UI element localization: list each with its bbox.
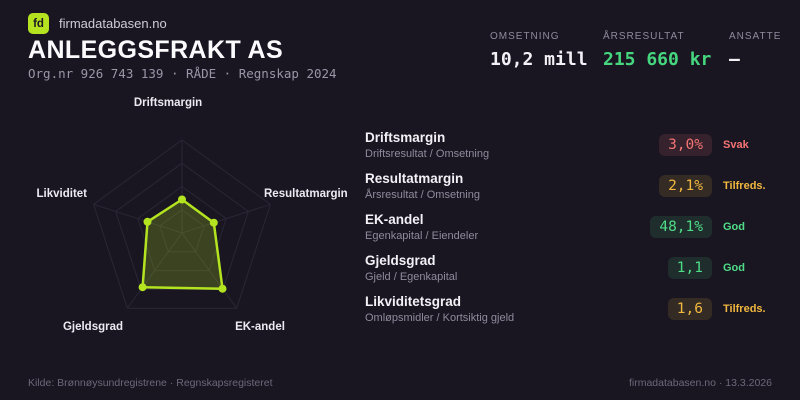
key-stats: OMSETNING 10,2 mill ÅRSRESULTAT 215 660 … bbox=[490, 31, 781, 70]
radar-data-polygon bbox=[141, 198, 224, 290]
radar-data-point bbox=[138, 283, 147, 292]
radar-spoke bbox=[93, 203, 183, 234]
metric-row-resultatmargin: Resultatmargin Årsresultat / Omsetning 2… bbox=[365, 171, 779, 201]
metrics-list: Driftsmargin Driftsresultat / Omsetning … bbox=[365, 130, 779, 324]
metric-value-badge: 48,1% bbox=[650, 216, 712, 238]
stat-value: – bbox=[729, 49, 740, 70]
metric-name: Resultatmargin bbox=[365, 171, 464, 186]
radar-data-point bbox=[209, 218, 218, 227]
brand-link[interactable]: fd firmadatabasen.no bbox=[28, 13, 167, 34]
metric-value-badge: 2,1% bbox=[659, 175, 712, 197]
radar-grid-ring bbox=[137, 185, 227, 272]
metric-name: Gjeldsgrad bbox=[365, 253, 436, 268]
radar-axis-label: Driftsmargin bbox=[134, 97, 202, 109]
metric-rating: Tilfreds. bbox=[723, 303, 766, 315]
org-number-line: Org.nr 926 743 139 · RÅDE · Regnskap 202… bbox=[28, 66, 337, 81]
radar-axis-label: Gjeldsgrad bbox=[63, 321, 123, 333]
metric-name: Driftsmargin bbox=[365, 130, 446, 145]
metric-rating: God bbox=[723, 221, 745, 233]
metric-formula: Egenkapital / Eiendeler bbox=[365, 230, 479, 242]
metric-value-badge: 3,0% bbox=[659, 134, 712, 156]
radar-axis-label: EK-andel bbox=[235, 321, 285, 333]
stat-label: OMSETNING bbox=[490, 31, 560, 42]
radar-grid-ring bbox=[159, 209, 205, 253]
radar-grid-ring bbox=[115, 162, 249, 290]
metric-formula: Gjeld / Egenkapital bbox=[365, 271, 458, 283]
radar-axis-label: Likviditet bbox=[37, 188, 88, 200]
radar-data-point bbox=[178, 195, 186, 204]
stat-label: ANSATTE bbox=[729, 31, 782, 42]
radar-data-point bbox=[143, 217, 152, 226]
stat-omsetning: OMSETNING 10,2 mill bbox=[490, 31, 603, 70]
radar-spoke bbox=[181, 203, 271, 234]
footer-source: Kilde: Brønnøysundregistrene · Regnskaps… bbox=[28, 377, 273, 389]
metric-rating: Tilfreds. bbox=[723, 180, 766, 192]
radar-chart: Driftsmargin Resultatmargin EK-andel Gjelds… bbox=[37, 97, 348, 333]
metric-formula: Årsresultat / Omsetning bbox=[365, 189, 480, 201]
metric-value-badge: 1,6 bbox=[667, 298, 712, 320]
radar-grid-ring bbox=[93, 139, 271, 309]
metric-rating: God bbox=[723, 262, 745, 274]
radar-axis-label: Resultatmargin bbox=[264, 188, 348, 200]
metric-row-gjeldsgrad: Gjeldsgrad Gjeld / Egenkapital 1,1 God bbox=[365, 253, 779, 283]
radar-spoke bbox=[126, 232, 183, 309]
metric-name: Likviditetsgrad bbox=[365, 294, 462, 309]
footer: Kilde: Brønnøysundregistrene · Regnskaps… bbox=[28, 377, 772, 389]
metric-name: EK-andel bbox=[365, 212, 424, 227]
stat-value: 215 660 kr bbox=[603, 49, 712, 70]
radar-spoke bbox=[181, 232, 238, 309]
company-name: ANLEGGSFRAKT AS bbox=[28, 36, 284, 64]
stat-label: ÅRSRESULTAT bbox=[603, 31, 685, 42]
stat-arsresultat: ÅRSRESULTAT 215 660 kr bbox=[603, 31, 729, 70]
metric-formula: Omløpsmidler / Kortsiktig gjeld bbox=[365, 312, 515, 324]
metric-value-badge: 1,1 bbox=[667, 257, 712, 279]
metric-rating: Svak bbox=[723, 139, 749, 151]
metric-row-likviditetsgrad: Likviditetsgrad Omløpsmidler / Kortsikti… bbox=[365, 294, 779, 324]
stat-ansatte: ANSATTE – bbox=[729, 31, 781, 70]
metric-formula: Driftsresultat / Omsetning bbox=[365, 148, 490, 160]
stat-value: 10,2 mill bbox=[490, 49, 588, 70]
site-name: firmadatabasen.no bbox=[59, 16, 167, 31]
metric-row-driftsmargin: Driftsmargin Driftsresultat / Omsetning … bbox=[365, 130, 779, 160]
fd-logo-icon: fd bbox=[28, 13, 49, 34]
footer-site: firmadatabasen.no · 13.3.2026 bbox=[628, 377, 772, 389]
metric-row-ek-andel: EK-andel Egenkapital / Eiendeler 48,1% G… bbox=[365, 212, 779, 242]
radar-data-point bbox=[218, 284, 227, 293]
